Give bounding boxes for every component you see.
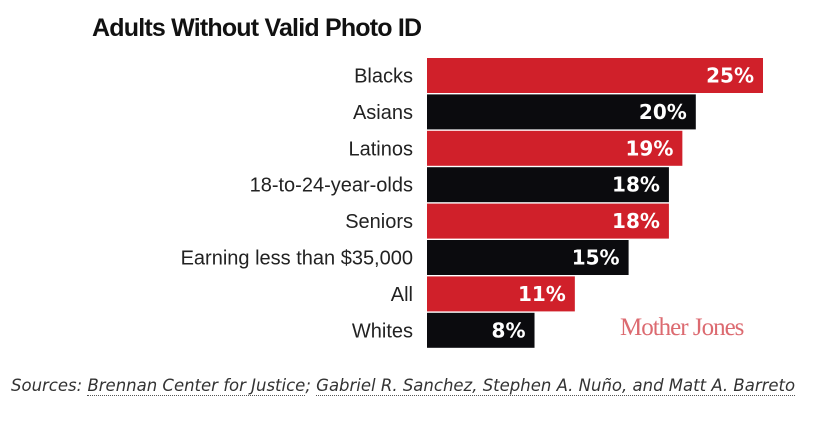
value-label: 25% [706,64,754,88]
category-label: 18-to-24-year-olds [250,175,413,197]
value-label: 18% [612,173,660,197]
bar-6 [427,276,575,312]
bar-chart: Blacks 25% Asians 20% Latinos 19% 18-to-24-yea… [181,58,763,348]
bar-0 [427,58,763,93]
sources-separator: ; [305,376,317,395]
bar-7 [427,312,535,348]
bar-1 [427,94,696,130]
bar-3 [427,167,669,203]
sources-note: Sources: Brennan Center for Justice; Gab… [11,370,811,401]
sources-prefix: Sources: [11,376,88,395]
value-label: 11% [518,282,566,306]
bar-5 [427,240,629,275]
chart-title: Adults Without Valid Photo ID [92,14,422,42]
value-label: 19% [625,136,673,160]
source-link-brennan[interactable]: Brennan Center for Justice [87,376,306,396]
category-label: Whites [352,320,413,342]
category-label: Asians [353,102,413,124]
source-link-sanchez[interactable]: Gabriel R. Sanchez, Stephen A. Nuño, and… [316,376,796,396]
category-label: Latinos [349,138,414,160]
category-label: All [391,284,413,306]
bar-4 [427,203,669,239]
mother-jones-logo: Mother Jones [620,314,744,341]
category-label: Blacks [354,66,413,88]
value-label: 8% [492,318,526,342]
category-label: Seniors [345,211,413,233]
value-label: 20% [639,100,687,124]
value-label: 15% [572,246,620,270]
bar-2 [427,130,683,166]
value-label: 18% [612,209,660,233]
category-label: Earning less than $35,000 [181,248,413,270]
